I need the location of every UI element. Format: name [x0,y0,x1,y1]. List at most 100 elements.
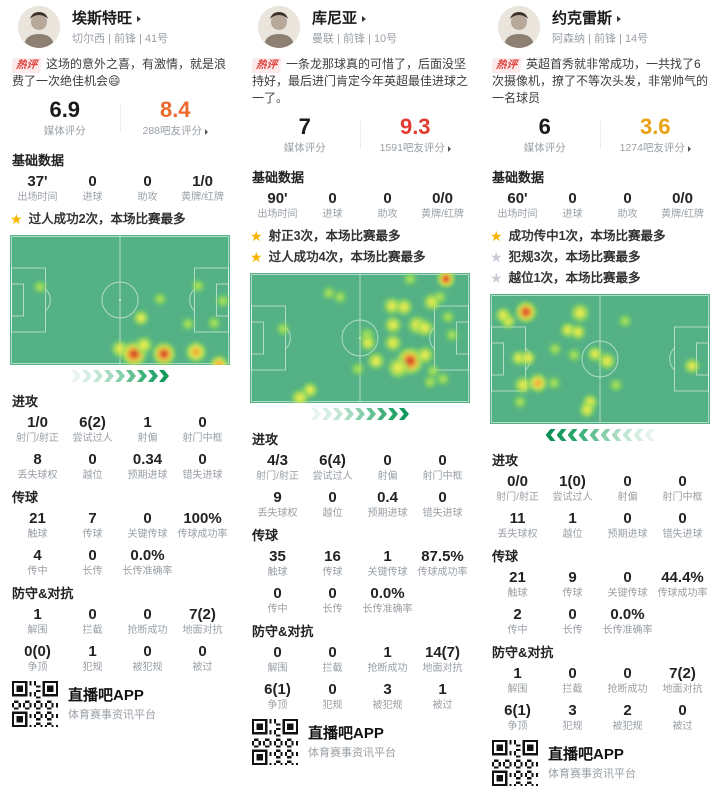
media-rating: 6 媒体评分 [490,115,600,155]
fan-rating-label: 1591吧友评分 [379,142,445,154]
stat-value: 0 [198,451,207,468]
stat-basic: 90' 出场时间 [250,190,305,220]
section-title-passing: 传球 [12,490,39,505]
defense-stats-grid: 0 解围 0 拦截 1 抢断成功 14(7) 地面对抗 6(1) 争顶 0 犯规 3 被犯规 1 被过 [250,644,470,711]
ratings: 7 媒体评分 9.3 1591吧友评分 [250,111,470,161]
player-name-row[interactable]: 埃斯特旺 [72,10,168,28]
stat-label: 被犯规 [372,700,403,711]
player-avatar[interactable] [498,6,540,48]
stat-label: 射门中框 [182,433,223,444]
stat-attack: 0 越位 [65,451,120,481]
stat-value: 14(7) [424,644,461,661]
stat-label: 犯规 [322,700,343,711]
stat-label: 尝试过人 [312,471,353,482]
highlight-text: 过人成功2次，本场比赛最多 [28,212,186,226]
player-avatar[interactable] [258,6,300,48]
section-title-basic: 基础数据 [252,170,305,185]
basic-stats-grid: 60' 出场时间 0 进球 0 助攻 0/0 黄牌/红牌 [490,190,710,220]
player-meta: 曼联 | 前锋 | 10号 [312,32,398,45]
stat-value: 100% [183,510,222,527]
stat-defense: 0(0) 争顶 [10,643,65,673]
heat-spots [275,273,460,403]
stat-basic: 0 进球 [65,173,120,203]
heatmap-field [250,273,470,403]
player-name-row[interactable]: 库尼亚 [312,10,397,28]
stat-label: 关键传球 [367,567,408,578]
stat-value: 0 [568,190,577,207]
direction-chevron-icon [93,370,103,382]
stat-passing: 7 传球 [65,510,120,540]
stat-label: 传球成功率 [657,588,708,599]
hot-comment-tag: 热评 [491,58,522,73]
attack-stats-grid: 4/3 射门/射正 6(4) 尝试过人 0 射偏 0 射门中框 9 丢失球权 0 越位 0.4 预期进球 0… [250,452,470,519]
stat-passing: 16 传球 [305,548,360,578]
fan-rating[interactable]: 8.4 288吧友评分 [121,98,231,138]
direction-chevron-icon [556,429,567,441]
media-rating-value: 6.9 [49,97,81,122]
stat-label: 尝试过人 [72,433,113,444]
stat-passing: 9 传球 [545,569,600,599]
media-rating-value: 7 [298,114,311,139]
direction-chevron-icon [399,408,409,420]
direction-chevron-icon [104,370,114,382]
stat-label: 长传 [82,566,103,577]
stat-value: 0 [438,489,447,506]
stat-basic: 0 进球 [545,190,600,220]
stat-label: 解围 [267,663,288,674]
stat-label: 传球 [562,588,583,599]
fan-rating[interactable]: 9.3 1591吧友评分 [361,115,471,155]
stat-value: 11 [509,510,526,527]
attack-direction-arrows [490,426,710,444]
stat-passing: 0 长传 [545,606,600,636]
stat-label: 传球成功率 [417,567,468,578]
app-name: 直播吧APP [548,746,624,763]
direction-chevron-icon [622,429,633,441]
stat-basic: 0 助攻 [120,173,175,203]
stat-passing: 100% 传球成功率 [175,510,230,540]
player-name-row[interactable]: 约克雷斯 [552,10,648,28]
heat-spots [494,300,701,419]
player-identity: 库尼亚 曼联 | 前锋 | 10号 [312,10,397,45]
qr-code-image [12,681,58,727]
ratings: 6 媒体评分 3.6 1274吧友评分 [490,111,710,161]
stat-defense: 0 抢断成功 [120,606,175,636]
direction-chevron-icon [578,429,589,441]
heatmap-field [490,294,710,424]
stat-label: 进球 [82,192,103,203]
stat-value: 0 [328,585,337,602]
direction-chevron-icon [333,408,343,420]
stat-attack: 6(2) 尝试过人 [65,414,120,444]
app-tagline: 体育赛事资讯平台 [68,709,156,721]
stat-value: 6(2) [79,414,106,431]
hot-comment-text: 一条龙那球真的可惜了，后面没坚持好，最后进门肯定今年英超最佳进球之一了。 [252,57,469,105]
stat-label: 长传 [562,625,583,636]
stat-value: 0 [623,473,632,490]
direction-chevron-icon [115,370,125,382]
player-avatar[interactable] [18,6,60,48]
chevron-right-icon [137,15,142,22]
stat-value: 0 [623,665,632,682]
stat-value: 7(2) [189,606,216,623]
stat-value: 0 [198,643,207,660]
stat-label: 进球 [562,209,583,220]
stat-value: 0 [88,547,97,564]
app-promo: 直播吧APP 体育赛事资讯平台 [490,740,710,786]
passing-stats-grid: 21 触球 7 传球 0 关键传球 100% 传球成功率 4 传中 0 长传 0.0% 长传准确率 [10,510,230,577]
stat-label: 关键传球 [127,529,168,540]
stat-defense: 1 解围 [10,606,65,636]
player-name: 埃斯特旺 [72,9,133,27]
stat-label: 错失进球 [422,508,463,519]
hot-comment: 热评 英超首秀就非常成功，一共找了6次摄像机，撩了不等次头发，非常帅气的一名球员 [491,56,708,107]
direction-chevron-icon [322,408,332,420]
stat-attack: 0.34 预期进球 [120,451,175,481]
passing-stats-grid: 35 触球 16 传球 1 关键传球 87.5% 传球成功率 0 传中 0 长传 0.0% 长传准确率 [250,548,470,615]
highlight-item: ★ 射正3次，本场比赛最多 [250,226,470,247]
stat-value: 0 [438,452,447,469]
highlight-text: 过人成功4次，本场比赛最多 [268,250,426,264]
stat-label: 射门/射正 [496,492,539,503]
star-icon: ★ [490,270,503,286]
stat-label: 助攻 [137,192,158,203]
highlight-text: 犯规3次，本场比赛最多 [508,250,641,264]
fan-rating[interactable]: 3.6 1274吧友评分 [601,115,711,155]
stat-label: 射门/射正 [16,433,59,444]
